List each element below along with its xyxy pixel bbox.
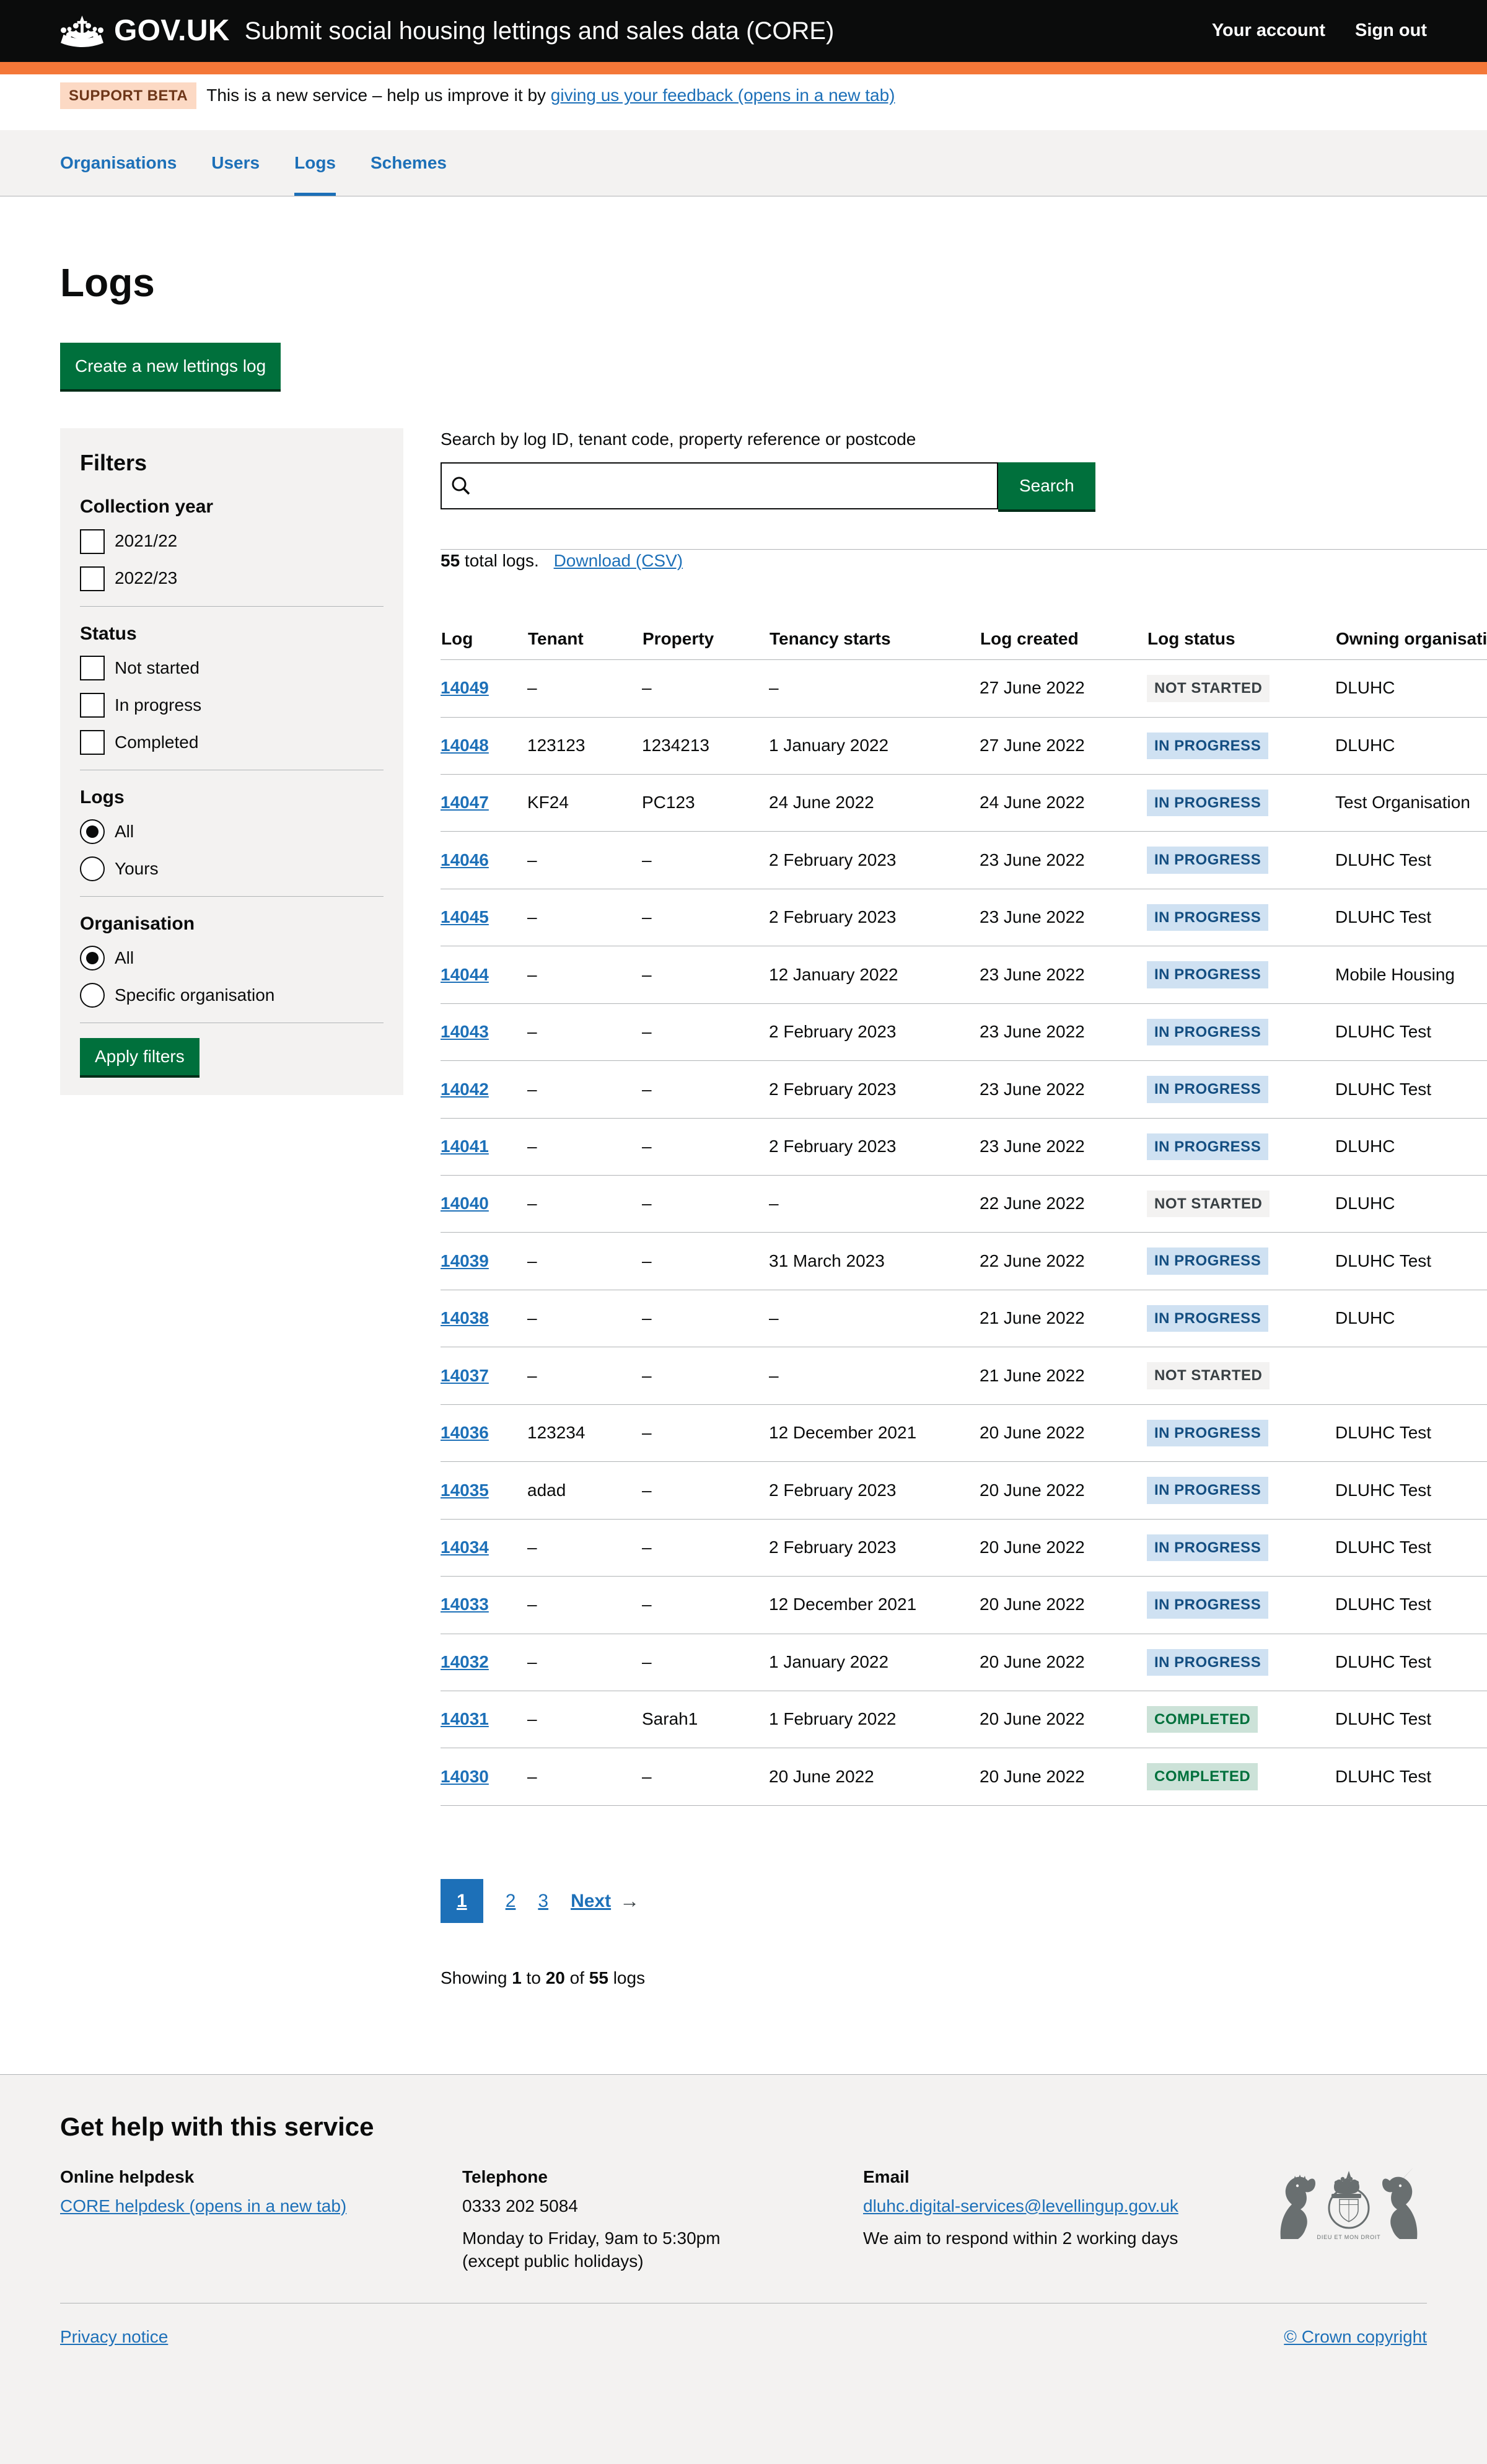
svg-text:DIEU ET MON DROIT: DIEU ET MON DROIT bbox=[1317, 2234, 1381, 2240]
